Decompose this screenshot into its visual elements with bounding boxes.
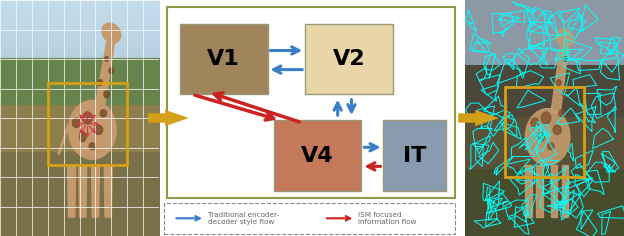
Ellipse shape <box>538 132 544 142</box>
Ellipse shape <box>89 143 95 150</box>
Ellipse shape <box>100 110 107 117</box>
Text: V2: V2 <box>333 49 365 69</box>
Ellipse shape <box>109 68 114 74</box>
Ellipse shape <box>562 91 568 98</box>
Polygon shape <box>95 42 115 104</box>
Text: ISM focused
information flow: ISM focused information flow <box>358 212 417 225</box>
Polygon shape <box>149 110 188 126</box>
Ellipse shape <box>525 109 570 165</box>
FancyBboxPatch shape <box>164 203 456 234</box>
FancyBboxPatch shape <box>274 120 361 191</box>
Polygon shape <box>67 165 76 217</box>
Ellipse shape <box>80 132 86 142</box>
Polygon shape <box>79 165 87 217</box>
Polygon shape <box>104 165 112 217</box>
Ellipse shape <box>69 100 116 159</box>
Polygon shape <box>92 165 99 217</box>
Text: V4: V4 <box>301 146 334 166</box>
FancyBboxPatch shape <box>167 7 456 198</box>
Ellipse shape <box>558 110 565 117</box>
FancyBboxPatch shape <box>383 120 446 191</box>
Ellipse shape <box>553 125 561 135</box>
Polygon shape <box>551 47 568 113</box>
Ellipse shape <box>541 112 551 124</box>
Ellipse shape <box>557 29 574 46</box>
Ellipse shape <box>98 80 102 85</box>
Ellipse shape <box>105 57 109 61</box>
Bar <box>47 83 127 165</box>
Ellipse shape <box>83 112 92 124</box>
Ellipse shape <box>104 91 109 98</box>
Ellipse shape <box>557 80 561 85</box>
Ellipse shape <box>531 118 539 127</box>
Polygon shape <box>525 165 532 217</box>
FancyBboxPatch shape <box>180 24 268 94</box>
Polygon shape <box>537 165 543 217</box>
Text: IT: IT <box>403 146 426 166</box>
Polygon shape <box>551 165 557 217</box>
Polygon shape <box>459 110 498 126</box>
FancyBboxPatch shape <box>305 24 393 94</box>
Ellipse shape <box>563 57 567 61</box>
Text: V1: V1 <box>207 49 240 69</box>
Text: Traditional encoder-
decoder style flow: Traditional encoder- decoder style flow <box>208 212 280 225</box>
Ellipse shape <box>567 68 572 74</box>
Ellipse shape <box>548 143 554 150</box>
Polygon shape <box>562 165 568 217</box>
Ellipse shape <box>102 23 121 43</box>
Ellipse shape <box>95 125 102 135</box>
Ellipse shape <box>72 118 80 127</box>
Bar <box>505 87 584 177</box>
